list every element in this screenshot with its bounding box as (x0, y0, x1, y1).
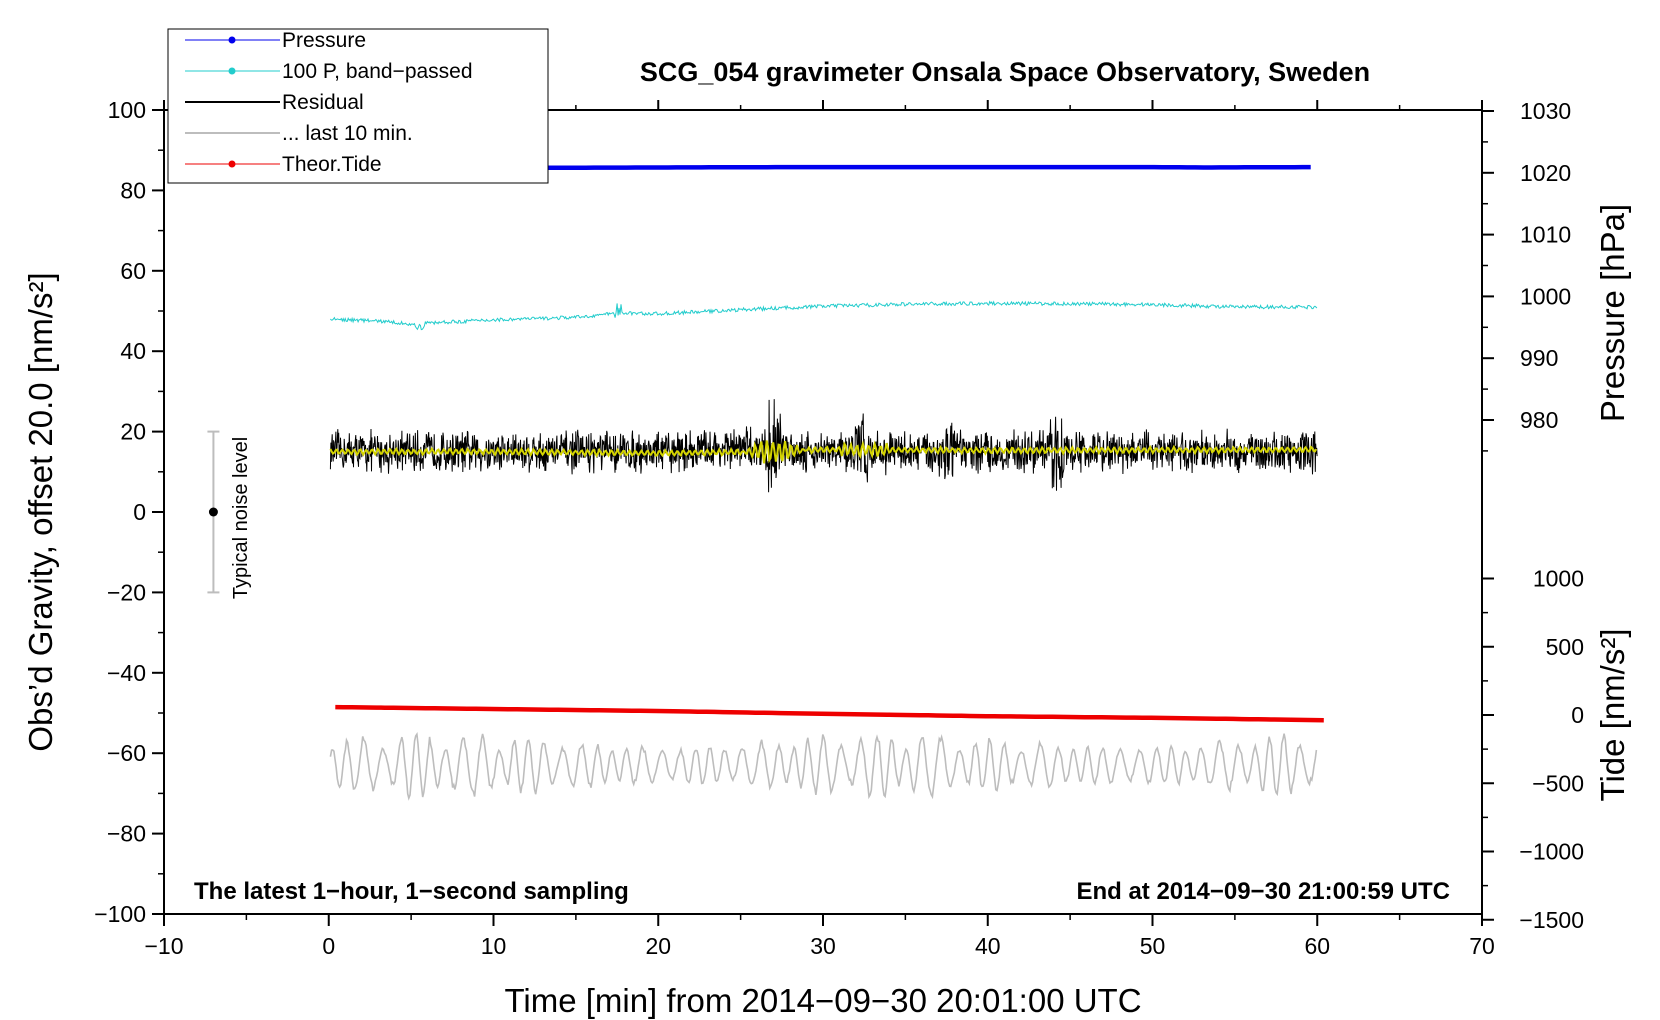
tide-tick-label: −500 (1532, 770, 1584, 796)
y-tick-label: −60 (107, 740, 146, 766)
x-tick-label: −10 (144, 933, 183, 959)
sampling-annotation: The latest 1−hour, 1−second sampling (194, 878, 629, 905)
legend-swatch-dot (228, 160, 236, 168)
legend-label: ... last 10 min. (282, 122, 413, 145)
residual-line (329, 399, 1318, 493)
y-axis-left: 100 80 60 40 20 0 −20 −40 −60 −80 −100 (94, 97, 164, 927)
x-axis-label: Time [min] from 2014−09−30 20:01:00 UTC (504, 982, 1141, 1019)
legend-box (167, 28, 549, 184)
pressure-tick-label: 1030 (1520, 98, 1571, 124)
legend: Pressure 100 P, band−passed Residual ... la… (167, 28, 549, 184)
y-tick-label: 20 (120, 419, 146, 445)
y-tick-label: 40 (120, 338, 146, 364)
noise-level-label: Typical noise level (230, 437, 252, 599)
chart-title: SCG_054 gravimeter Onsala Space Observat… (640, 57, 1370, 87)
legend-label: Theor.Tide (282, 153, 382, 176)
tide-tick-label: −1000 (1519, 839, 1584, 865)
y-axis-left-label: Obs’d Gravity, offset 20.0 [nm/s²] (22, 272, 59, 751)
x-tick-label: 30 (810, 933, 836, 959)
pressure-axis: 1030 1020 1010 1000 990 980 (1482, 98, 1571, 452)
theoretical-tide-line (335, 704, 1324, 723)
legend-label: 100 P, band−passed (282, 60, 473, 83)
legend-label: Residual (282, 91, 364, 114)
y-tick-label: 80 (120, 177, 146, 203)
tide-axis: 1000 500 0 −500 −1000 −1500 (1482, 566, 1584, 933)
y-tick-label: −40 (107, 660, 146, 686)
band-passed-pressure-line (330, 300, 1318, 331)
x-tick-label: 50 (1140, 933, 1166, 959)
legend-label: Pressure (282, 29, 366, 52)
y-tick-label: −80 (107, 821, 146, 847)
pressure-tick-label: 990 (1520, 345, 1558, 371)
tide-tick-label: 500 (1546, 634, 1584, 660)
tide-tick-label: 0 (1571, 702, 1584, 728)
pressure-axis-label: Pressure [hPa] (1594, 204, 1631, 422)
legend-swatch-dot (228, 67, 236, 75)
last-10-min-line (329, 732, 1318, 801)
y-tick-label: 0 (133, 499, 146, 525)
tide-tick-label: −1500 (1519, 907, 1584, 933)
x-tick-label: 0 (322, 933, 335, 959)
x-tick-label: 40 (975, 933, 1001, 959)
x-tick-label: 10 (481, 933, 507, 959)
pressure-tick-label: 1010 (1520, 222, 1571, 248)
y-tick-label: 100 (108, 97, 146, 123)
pressure-tick-label: 1020 (1520, 160, 1571, 186)
end-time-annotation: End at 2014−09−30 21:00:59 UTC (1076, 878, 1450, 905)
x-tick-label: 60 (1304, 933, 1330, 959)
legend-swatch-dot (228, 36, 236, 44)
x-tick-label: 20 (645, 933, 671, 959)
series-layer (329, 164, 1324, 801)
noise-bar-dot (208, 507, 218, 517)
pressure-tick-label: 980 (1520, 407, 1558, 433)
y-tick-label: 60 (120, 258, 146, 284)
x-axis: −10 0 10 20 30 40 50 60 70 (144, 100, 1495, 959)
y-tick-label: −100 (94, 901, 146, 927)
plot-frame (163, 109, 1483, 915)
tide-tick-label: 1000 (1533, 566, 1584, 592)
tide-axis-label: Tide [nm/s²] (1594, 629, 1631, 802)
pressure-tick-label: 1000 (1520, 283, 1571, 309)
x-tick-label: 70 (1469, 933, 1495, 959)
y-tick-label: −20 (107, 579, 146, 605)
noise-level-bar (207, 430, 220, 594)
residual-smoothed-line (329, 440, 1318, 464)
